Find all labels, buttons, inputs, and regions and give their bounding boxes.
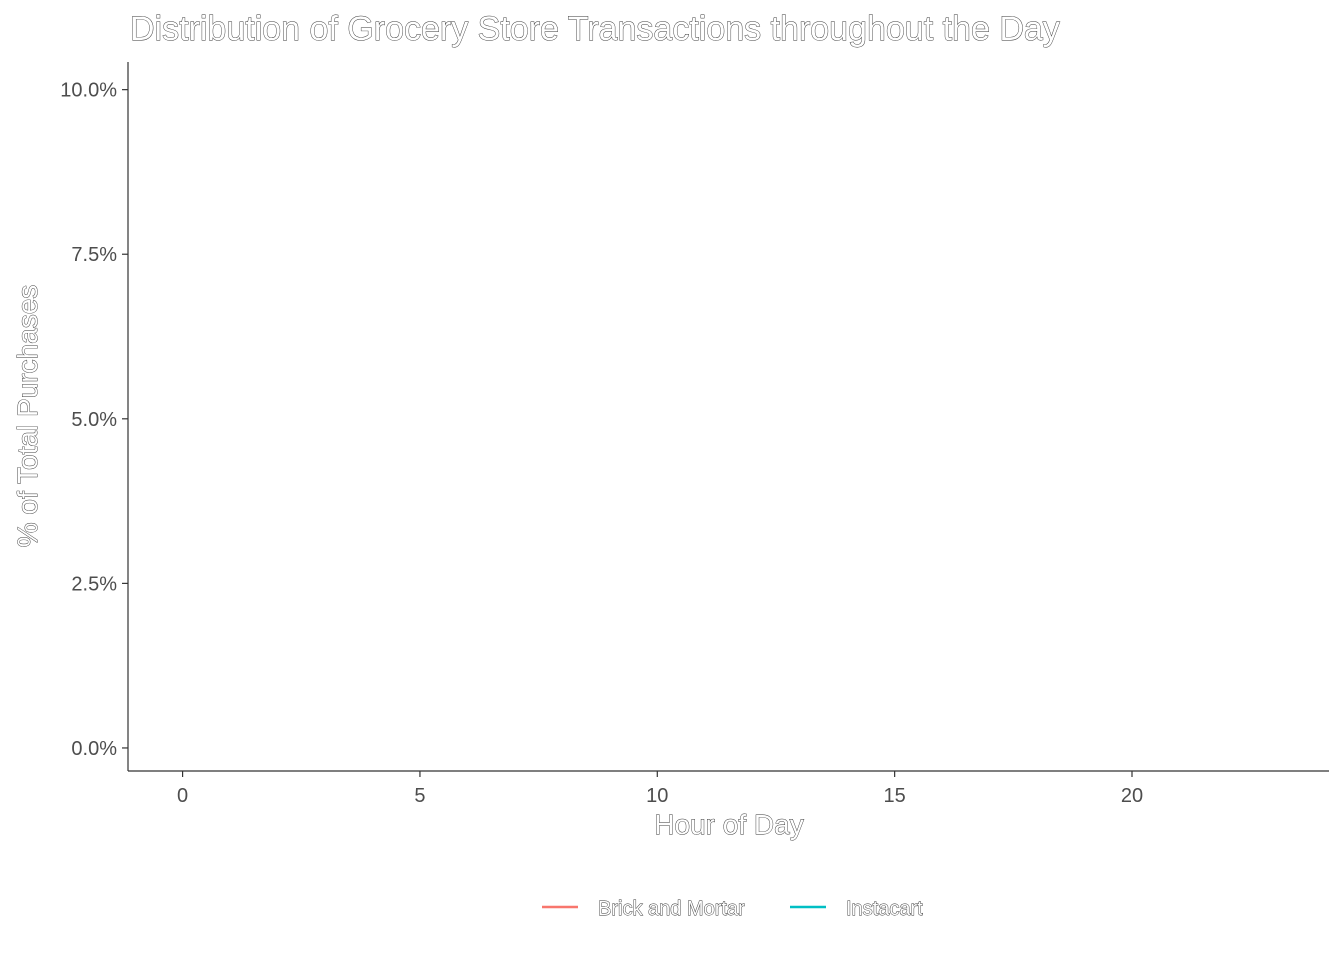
y-tick-label: 0.0% <box>71 738 117 760</box>
x-tick-label: 15 <box>884 785 906 807</box>
y-tick-label: 5.0% <box>71 409 117 431</box>
x-tick-label: 10 <box>646 785 668 807</box>
x-tick-label: 0 <box>177 785 188 807</box>
x-axis-title: Hour of Day <box>654 809 803 840</box>
y-axis-ticks: 0.0% 2.5% 5.0% 7.5% 10.0% <box>60 80 128 760</box>
y-tick-label: 2.5% <box>71 573 117 595</box>
y-tick-label: 10.0% <box>60 80 117 102</box>
legend-label-0: Brick and Mortar <box>598 898 745 920</box>
y-tick-label: 7.5% <box>71 244 117 266</box>
chart-title: Distribution of Grocery Store Transactio… <box>130 10 1060 48</box>
legend-label-1: Instacart <box>846 898 923 920</box>
x-tick-label: 20 <box>1121 785 1143 807</box>
plot-area: 0.0% 2.5% 5.0% 7.5% 10.0% 0 5 10 15 20 <box>60 62 1329 807</box>
legend: Brick and Mortar Instacart <box>542 898 924 920</box>
x-tick-label: 5 <box>414 785 425 807</box>
x-axis-ticks: 0 5 10 15 20 <box>177 771 1143 807</box>
y-axis-title: % of Total Purchases <box>12 285 43 548</box>
